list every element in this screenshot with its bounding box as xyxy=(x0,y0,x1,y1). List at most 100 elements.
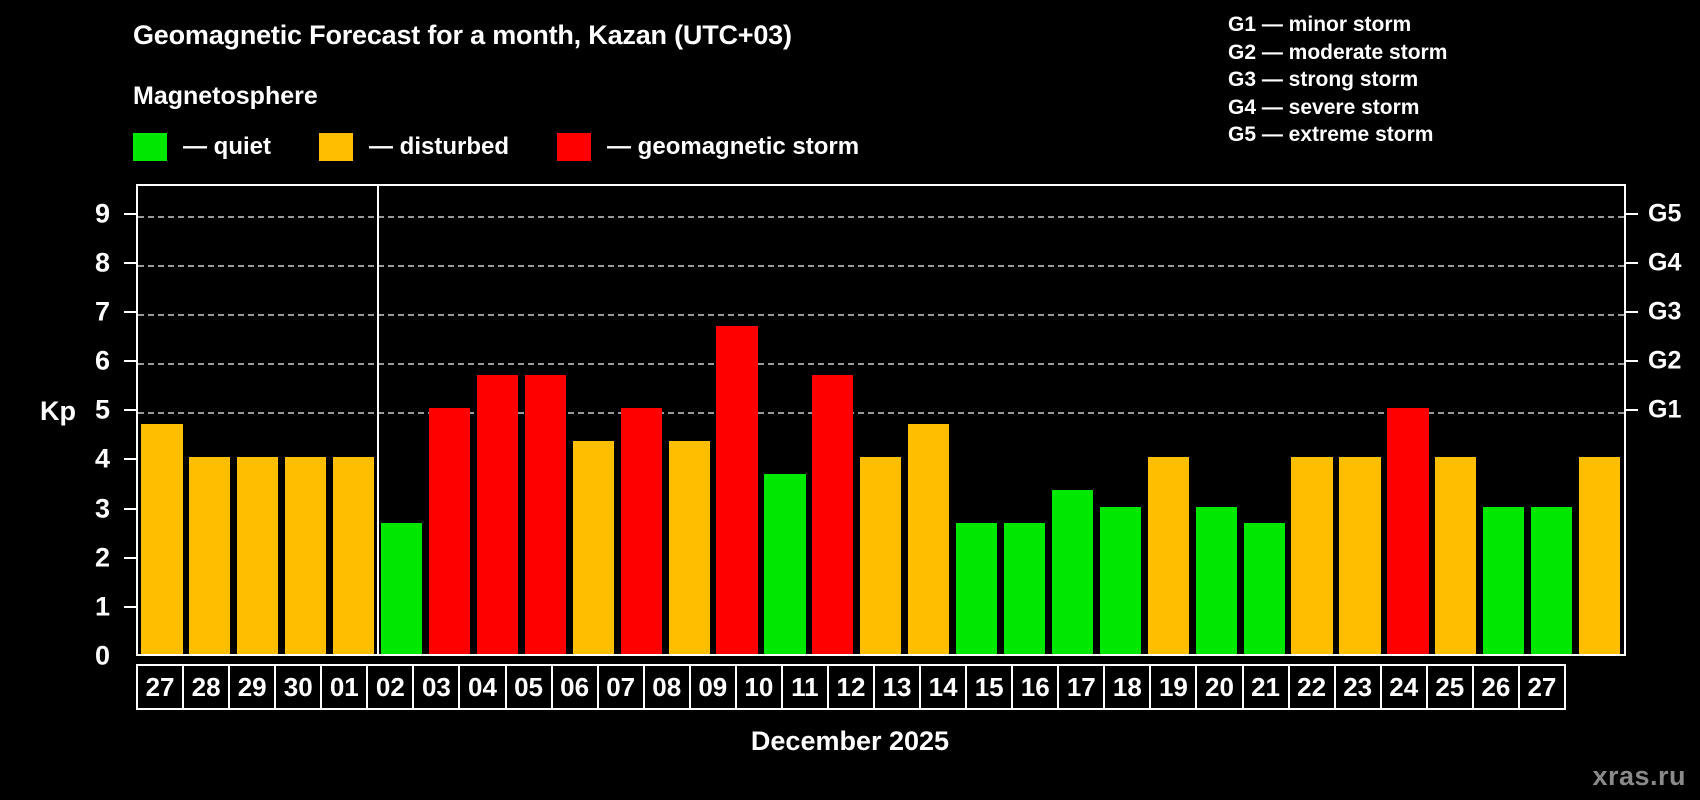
bar[interactable] xyxy=(1003,522,1046,654)
day-label-26[interactable]: 26 xyxy=(1471,664,1520,710)
day-label-27[interactable]: 27 xyxy=(1517,664,1566,710)
bar[interactable] xyxy=(764,473,806,654)
gridline-kp-7 xyxy=(138,313,1624,316)
y-tick-label-4: 4 xyxy=(94,443,110,474)
day-label-23[interactable]: 23 xyxy=(1333,664,1382,710)
bar[interactable] xyxy=(141,424,183,654)
plot-area xyxy=(136,184,1626,656)
day-label-24[interactable]: 24 xyxy=(1379,664,1428,710)
bar[interactable] xyxy=(1387,408,1429,654)
bar[interactable] xyxy=(1051,490,1094,654)
plot-inner xyxy=(138,186,1624,654)
bar[interactable] xyxy=(1147,457,1189,654)
bar[interactable] xyxy=(1483,506,1525,654)
day-label-12[interactable]: 12 xyxy=(826,664,875,710)
day-label-15[interactable]: 15 xyxy=(965,664,1014,710)
bar[interactable] xyxy=(716,326,758,654)
g-scale-axis: G1 G2 G3 G4 G5 xyxy=(1626,184,1700,656)
day-label-13[interactable]: 13 xyxy=(873,664,922,710)
day-label-01[interactable]: 01 xyxy=(320,664,369,710)
bar[interactable] xyxy=(1579,457,1621,654)
g-tick-mark-G3 xyxy=(1626,310,1638,313)
day-label-05[interactable]: 05 xyxy=(504,664,553,710)
bar-slot xyxy=(1144,186,1192,654)
magnetosphere-legend: — quiet — disturbed — geomagnetic storm xyxy=(133,133,907,161)
legend-entry-storm: — geomagnetic storm xyxy=(557,133,859,161)
y-tick-mark-5 xyxy=(124,409,136,412)
day-label-14[interactable]: 14 xyxy=(919,664,968,710)
gscale-line-2: G2 — moderate storm xyxy=(1228,40,1448,64)
bar-slot xyxy=(138,186,186,654)
day-label-10[interactable]: 10 xyxy=(734,664,783,710)
day-label-30[interactable]: 30 xyxy=(274,664,323,710)
bar[interactable] xyxy=(956,522,998,654)
bar-slot xyxy=(905,186,953,654)
day-label-03[interactable]: 03 xyxy=(412,664,461,710)
legend-entry-quiet: — quiet xyxy=(133,133,271,161)
legend-swatch-storm xyxy=(557,133,592,161)
legend-label-storm: — geomagnetic storm xyxy=(607,133,860,160)
day-label-19[interactable]: 19 xyxy=(1149,664,1198,710)
bar[interactable] xyxy=(860,457,902,654)
bar-slot xyxy=(330,186,378,654)
bar-slot xyxy=(521,186,569,654)
day-label-17[interactable]: 17 xyxy=(1057,664,1106,710)
bar[interactable] xyxy=(1099,506,1141,654)
bar[interactable] xyxy=(476,375,519,654)
bar-slot xyxy=(282,186,330,654)
bar[interactable] xyxy=(812,375,854,654)
day-label-28[interactable]: 28 xyxy=(182,664,231,710)
day-label-07[interactable]: 07 xyxy=(596,664,645,710)
y-tick-mark-1 xyxy=(124,605,136,608)
day-label-02[interactable]: 02 xyxy=(366,664,415,710)
bar-slot xyxy=(1480,186,1528,654)
y-tick-label-8: 8 xyxy=(94,247,110,278)
bar[interactable] xyxy=(1435,457,1477,654)
y-tick-label-0: 0 xyxy=(94,640,110,671)
bar[interactable] xyxy=(380,522,423,654)
bar[interactable] xyxy=(524,375,566,654)
x-axis-title: December 2025 xyxy=(750,726,950,756)
day-label-29[interactable]: 29 xyxy=(228,664,277,710)
day-label-16[interactable]: 16 xyxy=(1011,664,1060,710)
day-label-06[interactable]: 06 xyxy=(550,664,599,710)
g-tick-mark-G2 xyxy=(1626,360,1638,362)
bar[interactable] xyxy=(237,457,279,654)
bar[interactable] xyxy=(189,457,231,654)
bar[interactable] xyxy=(285,457,327,654)
g-tick-label-G1: G1 xyxy=(1648,395,1682,424)
y-axis-title: Kp xyxy=(40,396,76,426)
bar[interactable] xyxy=(1243,522,1285,654)
bar[interactable] xyxy=(668,441,710,654)
bar[interactable] xyxy=(428,408,471,654)
y-tick-label-7: 7 xyxy=(94,296,110,327)
bar-slot xyxy=(1432,186,1480,654)
day-label-22[interactable]: 22 xyxy=(1287,664,1336,710)
gridline-kp-5 xyxy=(138,412,1624,415)
g-tick-mark-G1 xyxy=(1626,409,1638,412)
day-label-21[interactable]: 21 xyxy=(1241,664,1290,710)
day-label-08[interactable]: 08 xyxy=(642,664,691,710)
day-label-04[interactable]: 04 xyxy=(458,664,507,710)
day-label-18[interactable]: 18 xyxy=(1103,664,1152,710)
bar-slot xyxy=(665,186,713,654)
bar-slot xyxy=(953,186,1001,654)
bar[interactable] xyxy=(1291,457,1333,654)
bar[interactable] xyxy=(908,424,950,654)
bar-slot xyxy=(426,186,474,654)
day-label-11[interactable]: 11 xyxy=(780,664,829,710)
bar[interactable] xyxy=(333,457,375,654)
bar[interactable] xyxy=(1339,457,1381,654)
bar[interactable] xyxy=(572,441,614,654)
bar-slot xyxy=(1288,186,1336,654)
legend-swatch-quiet xyxy=(133,133,167,161)
bar[interactable] xyxy=(1195,506,1237,654)
day-label-27[interactable]: 27 xyxy=(136,664,185,710)
day-label-25[interactable]: 25 xyxy=(1425,664,1474,710)
bar-slot xyxy=(569,186,617,654)
bar[interactable] xyxy=(620,408,662,654)
day-label-20[interactable]: 20 xyxy=(1195,664,1244,710)
day-label-09[interactable]: 09 xyxy=(688,664,737,710)
page-title: Geomagnetic Forecast for a month, Kazan … xyxy=(133,20,792,50)
bar[interactable] xyxy=(1531,506,1573,654)
